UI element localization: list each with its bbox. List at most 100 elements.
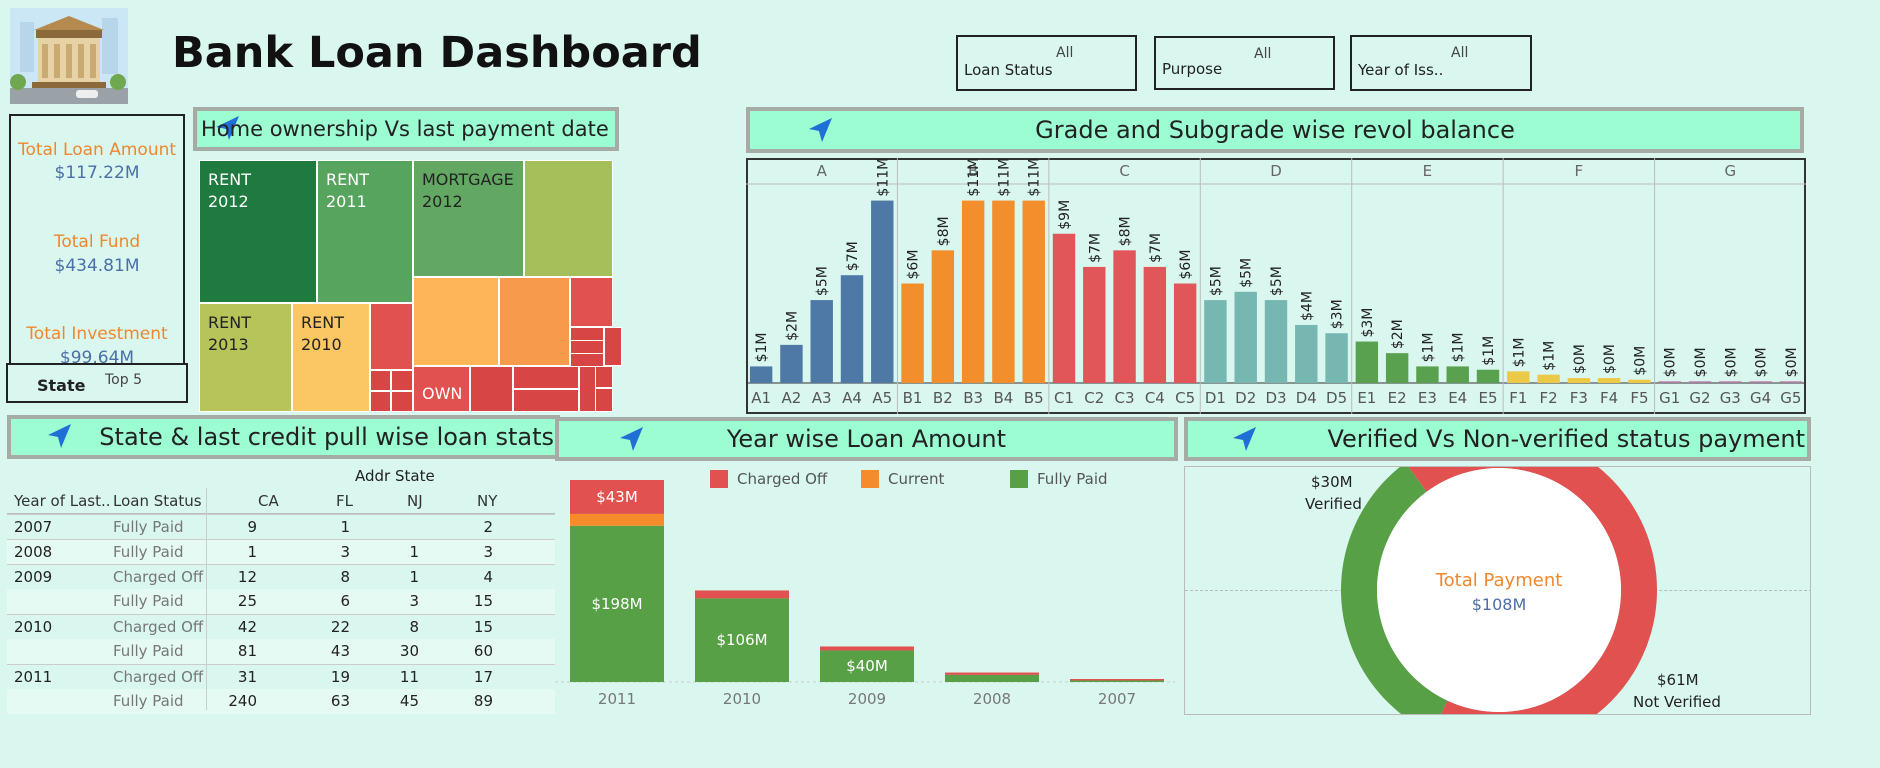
tile-rent-other-2[interactable] bbox=[370, 370, 391, 391]
header-status: Loan Status bbox=[113, 492, 202, 510]
bar-charged-off-2008[interactable] bbox=[945, 672, 1039, 675]
bar-D5[interactable] bbox=[1325, 333, 1348, 383]
bar-A1[interactable] bbox=[749, 366, 773, 383]
tile-own-6[interactable] bbox=[595, 366, 613, 388]
bar-A5[interactable] bbox=[871, 200, 894, 383]
tile-mortgage-2011[interactable] bbox=[413, 277, 499, 366]
cell-ny: 60 bbox=[473, 642, 493, 660]
bar-F4[interactable] bbox=[1597, 378, 1621, 383]
bar-G5[interactable] bbox=[1779, 381, 1803, 383]
bar-A2[interactable] bbox=[780, 344, 803, 383]
bar-C4[interactable] bbox=[1143, 266, 1167, 383]
bar-fully-paid-2009[interactable] bbox=[820, 650, 914, 682]
bar-F1[interactable] bbox=[1507, 371, 1530, 383]
tile-own-2[interactable] bbox=[470, 366, 513, 412]
tile-rent-2013[interactable]: RENT 2013 bbox=[199, 303, 292, 412]
table-row[interactable]: Fully Paid 25 6 3 15 bbox=[7, 589, 555, 614]
table-row[interactable]: 2007 Fully Paid 9 1 2 bbox=[7, 514, 555, 539]
tick-label: E1 bbox=[1357, 389, 1376, 407]
tile-own-7[interactable] bbox=[595, 388, 613, 412]
bar-B3[interactable] bbox=[961, 200, 985, 383]
bar-E2[interactable] bbox=[1385, 353, 1409, 383]
bar-A3[interactable] bbox=[810, 300, 833, 383]
tile-rent-2011[interactable]: RENT 2011 bbox=[317, 160, 413, 303]
bar-current-2011[interactable] bbox=[570, 513, 664, 526]
bar-D2[interactable] bbox=[1234, 291, 1257, 383]
tile-mortgage-other[interactable] bbox=[524, 160, 613, 277]
navigate-arrow-icon[interactable] bbox=[45, 421, 75, 451]
bar-E4[interactable] bbox=[1446, 366, 1469, 383]
tile-small-4[interactable] bbox=[604, 327, 622, 366]
table-row[interactable]: 2009 Charged Off 12 8 1 4 bbox=[7, 564, 555, 589]
bar-E3[interactable] bbox=[1416, 366, 1439, 383]
tile-own-3[interactable] bbox=[513, 366, 579, 389]
bar-fully-paid-2008[interactable] bbox=[945, 674, 1039, 682]
bar-charged-off-2010[interactable] bbox=[695, 590, 789, 599]
table-row[interactable]: Fully Paid 240 63 45 89 bbox=[7, 689, 555, 714]
bar-F2[interactable] bbox=[1537, 374, 1560, 383]
bar-D4[interactable] bbox=[1295, 324, 1318, 383]
bar-charged-off-2007[interactable] bbox=[1070, 679, 1164, 681]
bar-A4[interactable] bbox=[840, 275, 864, 383]
navigate-arrow-icon[interactable] bbox=[806, 115, 836, 145]
tick-label: G4 bbox=[1750, 389, 1771, 407]
bar-C1[interactable] bbox=[1052, 233, 1076, 383]
filter-loan-status[interactable]: Loan Status All bbox=[956, 35, 1137, 91]
table-row[interactable]: Fully Paid 81 43 30 60 bbox=[7, 639, 555, 664]
legend-charged-off[interactable]: Charged Off bbox=[710, 470, 827, 488]
tile-mortgage-2010[interactable] bbox=[499, 277, 570, 366]
bar-fully-paid-2011[interactable] bbox=[570, 525, 664, 682]
cell-nj: 30 bbox=[399, 642, 419, 660]
bar-G3[interactable] bbox=[1719, 381, 1742, 383]
state-filter[interactable]: State Top 5 bbox=[6, 363, 188, 403]
tile-rent-other-1[interactable] bbox=[370, 303, 413, 370]
bar-charged-off-2011[interactable] bbox=[570, 480, 664, 514]
tile-mortgage-2013[interactable] bbox=[570, 277, 613, 327]
table-row[interactable]: 2008 Fully Paid 1 3 1 3 bbox=[7, 539, 555, 564]
verified-value: $30M bbox=[1311, 473, 1353, 491]
legend-fully-paid[interactable]: Fully Paid bbox=[1010, 470, 1108, 488]
bar-B5[interactable] bbox=[1022, 200, 1045, 383]
table-row[interactable]: 2011 Charged Off 31 19 11 17 bbox=[7, 664, 555, 689]
bar-E5[interactable] bbox=[1476, 369, 1500, 383]
bar-C5[interactable] bbox=[1173, 283, 1197, 384]
bar-D3[interactable] bbox=[1264, 300, 1288, 383]
navigate-arrow-icon[interactable] bbox=[617, 424, 647, 454]
tile-own[interactable]: OWN bbox=[413, 366, 470, 412]
bar-B2[interactable] bbox=[931, 250, 955, 383]
tile-rent-other-3[interactable] bbox=[391, 370, 413, 391]
bar-charged-off-2009[interactable] bbox=[820, 646, 914, 651]
bar-B1[interactable] bbox=[901, 283, 924, 384]
filter-year-of-issue[interactable]: Year of Iss.. All bbox=[1350, 35, 1532, 91]
bar-E1[interactable] bbox=[1355, 341, 1379, 383]
table-row[interactable]: 2010 Charged Off 42 22 8 15 bbox=[7, 614, 555, 639]
data-label: $0M bbox=[1693, 347, 1709, 377]
tile-rent-2010[interactable]: RENT 2010 bbox=[292, 303, 370, 412]
bar-G1[interactable] bbox=[1658, 381, 1681, 383]
bar-D1[interactable] bbox=[1204, 300, 1227, 383]
navigate-arrow-icon[interactable] bbox=[1230, 424, 1260, 454]
tile-rent-other-4[interactable] bbox=[370, 391, 391, 412]
bar-F5[interactable] bbox=[1628, 379, 1651, 383]
bar-C3[interactable] bbox=[1113, 250, 1136, 383]
data-label: $5M bbox=[815, 266, 831, 296]
bar-fully-paid-2007[interactable] bbox=[1070, 680, 1164, 683]
filter-purpose[interactable]: Purpose All bbox=[1154, 36, 1335, 90]
bar-C2[interactable] bbox=[1083, 266, 1106, 383]
legend-swatch bbox=[861, 470, 879, 488]
navigate-arrow-icon[interactable] bbox=[213, 113, 243, 143]
tile-rent-other-5[interactable] bbox=[391, 391, 413, 412]
bar-G4[interactable] bbox=[1749, 381, 1772, 383]
tile-own-4[interactable] bbox=[513, 389, 579, 412]
bar-B4[interactable] bbox=[992, 200, 1015, 383]
slice-verified[interactable] bbox=[1341, 467, 1448, 715]
tile-rent-2012[interactable]: RENT 2012 bbox=[199, 160, 317, 303]
bar-fully-paid-2010[interactable] bbox=[695, 598, 789, 682]
bar-F3[interactable] bbox=[1567, 378, 1591, 383]
legend-current[interactable]: Current bbox=[861, 470, 944, 488]
tick-label: F2 bbox=[1539, 389, 1557, 407]
tick-label: A1 bbox=[751, 389, 771, 407]
bar-G2[interactable] bbox=[1688, 381, 1712, 383]
tile-mortgage-2012[interactable]: MORTGAGE 2012 bbox=[413, 160, 524, 277]
filter-label: Purpose bbox=[1162, 60, 1223, 78]
